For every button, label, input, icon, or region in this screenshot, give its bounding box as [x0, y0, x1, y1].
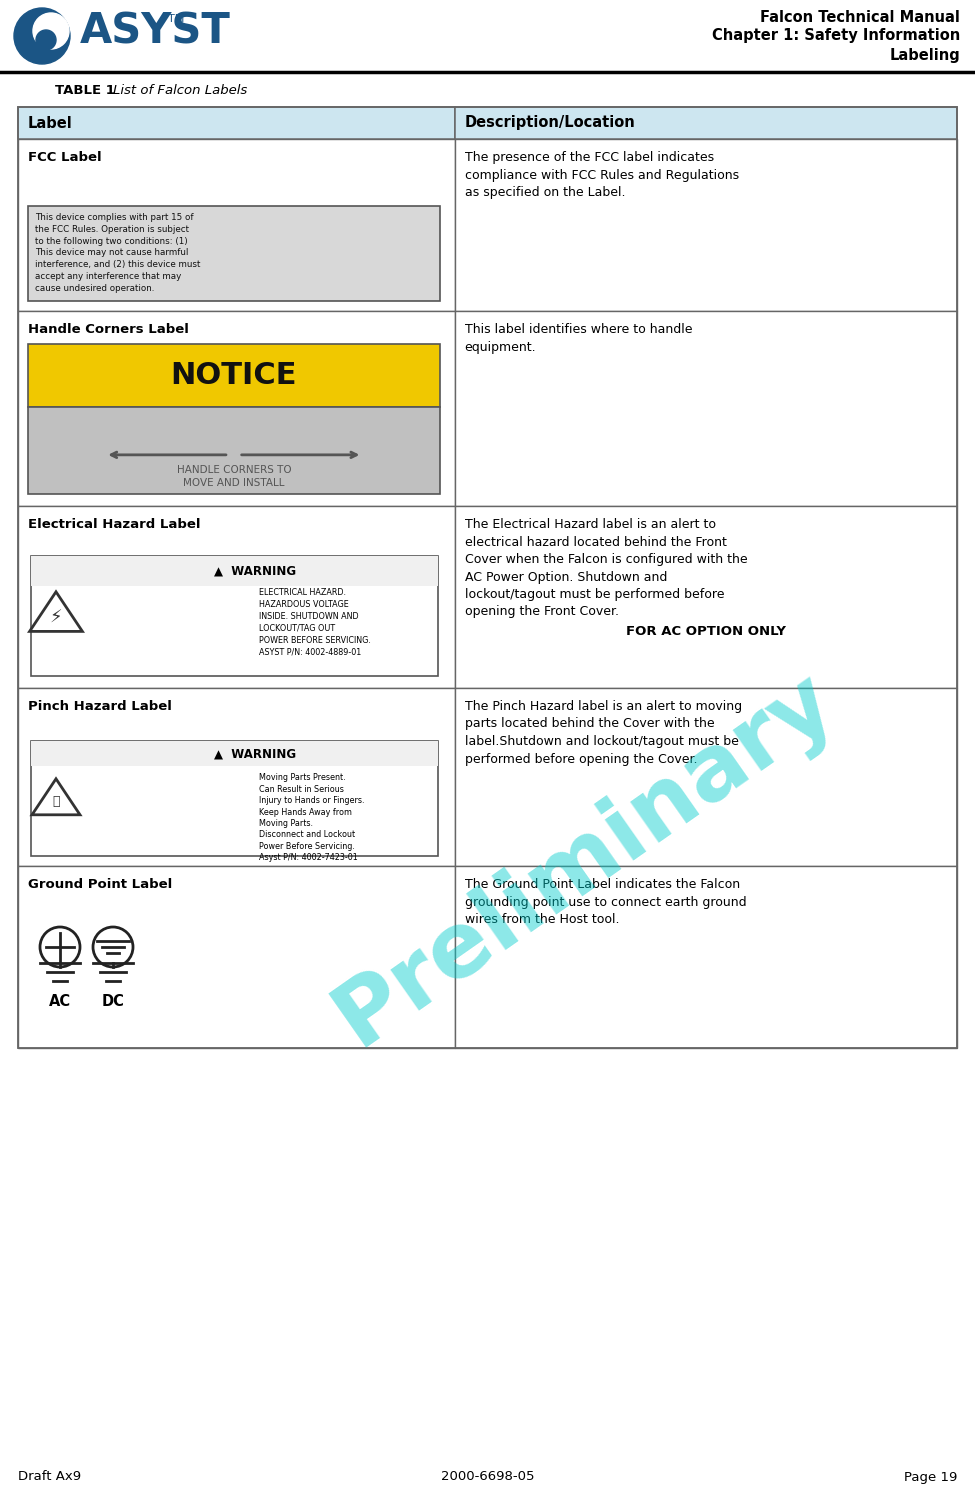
- Text: AC: AC: [49, 995, 71, 1010]
- Text: Chapter 1: Safety Information: Chapter 1: Safety Information: [712, 29, 960, 44]
- Polygon shape: [32, 779, 80, 815]
- Text: Draft Ax9: Draft Ax9: [18, 1471, 81, 1483]
- Text: Pinch Hazard Label: Pinch Hazard Label: [28, 699, 172, 713]
- Text: as specified on the Label.: as specified on the Label.: [465, 185, 625, 199]
- Text: Labeling: Labeling: [889, 48, 960, 63]
- Text: parts located behind the Cover with the: parts located behind the Cover with the: [465, 717, 715, 731]
- Circle shape: [36, 30, 56, 50]
- Text: Falcon Technical Manual: Falcon Technical Manual: [760, 11, 960, 26]
- Text: NOTICE: NOTICE: [171, 362, 297, 390]
- Text: The presence of the FCC label indicates: The presence of the FCC label indicates: [465, 151, 714, 164]
- Text: Label: Label: [28, 116, 73, 131]
- Bar: [454, 107, 957, 139]
- Text: AC Power Option. Shutdown and: AC Power Option. Shutdown and: [465, 571, 667, 583]
- Text: ▲  WARNING: ▲ WARNING: [214, 565, 295, 577]
- Bar: [28, 344, 440, 407]
- Bar: [454, 139, 957, 310]
- Bar: [28, 407, 440, 494]
- Text: This device complies with part 15 of
the FCC Rules. Operation is subject
to the : This device complies with part 15 of the…: [35, 212, 201, 292]
- Text: HANDLE CORNERS TO
MOVE AND INSTALL: HANDLE CORNERS TO MOVE AND INSTALL: [176, 466, 292, 488]
- Text: The Electrical Hazard label is an alert to: The Electrical Hazard label is an alert …: [465, 518, 716, 530]
- Text: ✋: ✋: [53, 796, 59, 808]
- Bar: [454, 867, 957, 1047]
- Circle shape: [14, 8, 70, 63]
- Text: Description/Location: Description/Location: [465, 116, 636, 131]
- Text: opening the Front Cover.: opening the Front Cover.: [465, 606, 618, 618]
- Text: wires from the Host tool.: wires from the Host tool.: [465, 913, 619, 925]
- Bar: [31, 741, 438, 856]
- Bar: [31, 741, 438, 766]
- Bar: [18, 867, 454, 1047]
- Text: lockout/tagout must be performed before: lockout/tagout must be performed before: [465, 588, 724, 601]
- Bar: [454, 310, 957, 506]
- Bar: [31, 556, 438, 586]
- Text: grounding point use to connect earth ground: grounding point use to connect earth gro…: [465, 895, 746, 909]
- Text: ⚡: ⚡: [50, 609, 62, 627]
- Text: Electrical Hazard Label: Electrical Hazard Label: [28, 518, 201, 530]
- Polygon shape: [29, 592, 83, 631]
- Bar: [18, 107, 957, 1047]
- Text: Page 19: Page 19: [904, 1471, 957, 1483]
- Text: Ground Point Label: Ground Point Label: [28, 879, 173, 891]
- Text: performed before opening the Cover.: performed before opening the Cover.: [465, 752, 697, 766]
- Text: label.Shutdown and lockout/tagout must be: label.Shutdown and lockout/tagout must b…: [465, 735, 738, 747]
- Bar: [18, 107, 454, 139]
- Text: compliance with FCC Rules and Regulations: compliance with FCC Rules and Regulation…: [465, 169, 739, 181]
- Text: FCC Label: FCC Label: [28, 151, 101, 164]
- Text: ▲  WARNING: ▲ WARNING: [214, 747, 295, 760]
- Text: DC: DC: [101, 995, 125, 1010]
- Bar: [28, 206, 440, 301]
- Text: TM: TM: [168, 14, 184, 24]
- Bar: [18, 689, 454, 867]
- Text: TABLE 1: TABLE 1: [55, 84, 115, 96]
- Text: 2000-6698-05: 2000-6698-05: [441, 1471, 534, 1483]
- Bar: [454, 506, 957, 689]
- Circle shape: [33, 14, 69, 50]
- Text: Moving Parts Present.
Can Result in Serious
Injury to Hands or Fingers.
Keep Han: Moving Parts Present. Can Result in Seri…: [258, 773, 365, 862]
- Text: The Ground Point Label indicates the Falcon: The Ground Point Label indicates the Fal…: [465, 879, 740, 891]
- Bar: [31, 556, 438, 677]
- Text: This label identifies where to handle: This label identifies where to handle: [465, 322, 692, 336]
- Text: Handle Corners Label: Handle Corners Label: [28, 322, 189, 336]
- Text: electrical hazard located behind the Front: electrical hazard located behind the Fro…: [465, 535, 726, 549]
- Bar: [18, 310, 454, 506]
- Text: Cover when the Falcon is configured with the: Cover when the Falcon is configured with…: [465, 553, 747, 567]
- Text: FOR AC OPTION ONLY: FOR AC OPTION ONLY: [626, 625, 786, 637]
- Text: List of Falcon Labels: List of Falcon Labels: [113, 84, 248, 96]
- Text: ASYST: ASYST: [80, 11, 231, 53]
- Bar: [18, 506, 454, 689]
- Text: ELECTRICAL HAZARD.
HAZARDOUS VOLTAGE
INSIDE. SHUTDOWN AND
LOCKOUT/TAG OUT
POWER : ELECTRICAL HAZARD. HAZARDOUS VOLTAGE INS…: [258, 588, 370, 657]
- Text: The Pinch Hazard label is an alert to moving: The Pinch Hazard label is an alert to mo…: [465, 699, 742, 713]
- Text: equipment.: equipment.: [465, 341, 536, 354]
- Text: Preliminary: Preliminary: [319, 654, 851, 1064]
- Bar: [18, 139, 454, 310]
- Bar: [454, 689, 957, 867]
